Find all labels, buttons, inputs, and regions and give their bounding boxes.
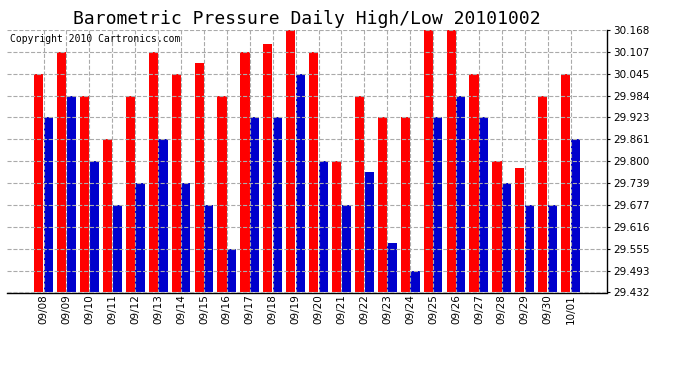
Bar	[355, 96, 364, 292]
Bar	[204, 205, 213, 292]
Bar	[433, 117, 442, 292]
Bar	[332, 161, 341, 292]
Bar	[525, 205, 534, 292]
Bar	[67, 96, 76, 292]
Bar	[43, 117, 53, 292]
Bar	[217, 96, 226, 292]
Bar	[424, 30, 433, 292]
Bar	[571, 140, 580, 292]
Bar	[342, 205, 351, 292]
Bar	[172, 74, 181, 292]
Title: Barometric Pressure Daily High/Low 20101002: Barometric Pressure Daily High/Low 20101…	[73, 10, 541, 28]
Bar	[80, 96, 89, 292]
Bar	[34, 74, 43, 292]
Bar	[181, 183, 190, 292]
Bar	[479, 117, 489, 292]
Text: Copyright 2010 Cartronics.com: Copyright 2010 Cartronics.com	[10, 34, 180, 44]
Bar	[401, 117, 410, 292]
Bar	[364, 172, 374, 292]
Bar	[273, 117, 282, 292]
Bar	[149, 52, 158, 292]
Bar	[411, 271, 420, 292]
Bar	[90, 161, 99, 292]
Bar	[538, 96, 547, 292]
Bar	[135, 183, 145, 292]
Bar	[296, 74, 305, 292]
Bar	[456, 96, 465, 292]
Bar	[264, 44, 273, 292]
Bar	[493, 161, 502, 292]
Bar	[309, 52, 318, 292]
Bar	[469, 74, 479, 292]
Bar	[319, 161, 328, 292]
Bar	[388, 243, 397, 292]
Bar	[195, 63, 204, 292]
Bar	[103, 140, 112, 292]
Bar	[515, 168, 524, 292]
Bar	[502, 183, 511, 292]
Bar	[126, 96, 135, 292]
Bar	[112, 205, 121, 292]
Bar	[286, 30, 295, 292]
Bar	[250, 117, 259, 292]
Bar	[240, 52, 250, 292]
Bar	[57, 52, 66, 292]
Bar	[446, 30, 455, 292]
Bar	[378, 117, 387, 292]
Bar	[159, 140, 168, 292]
Bar	[561, 74, 571, 292]
Bar	[227, 249, 236, 292]
Bar	[548, 205, 557, 292]
